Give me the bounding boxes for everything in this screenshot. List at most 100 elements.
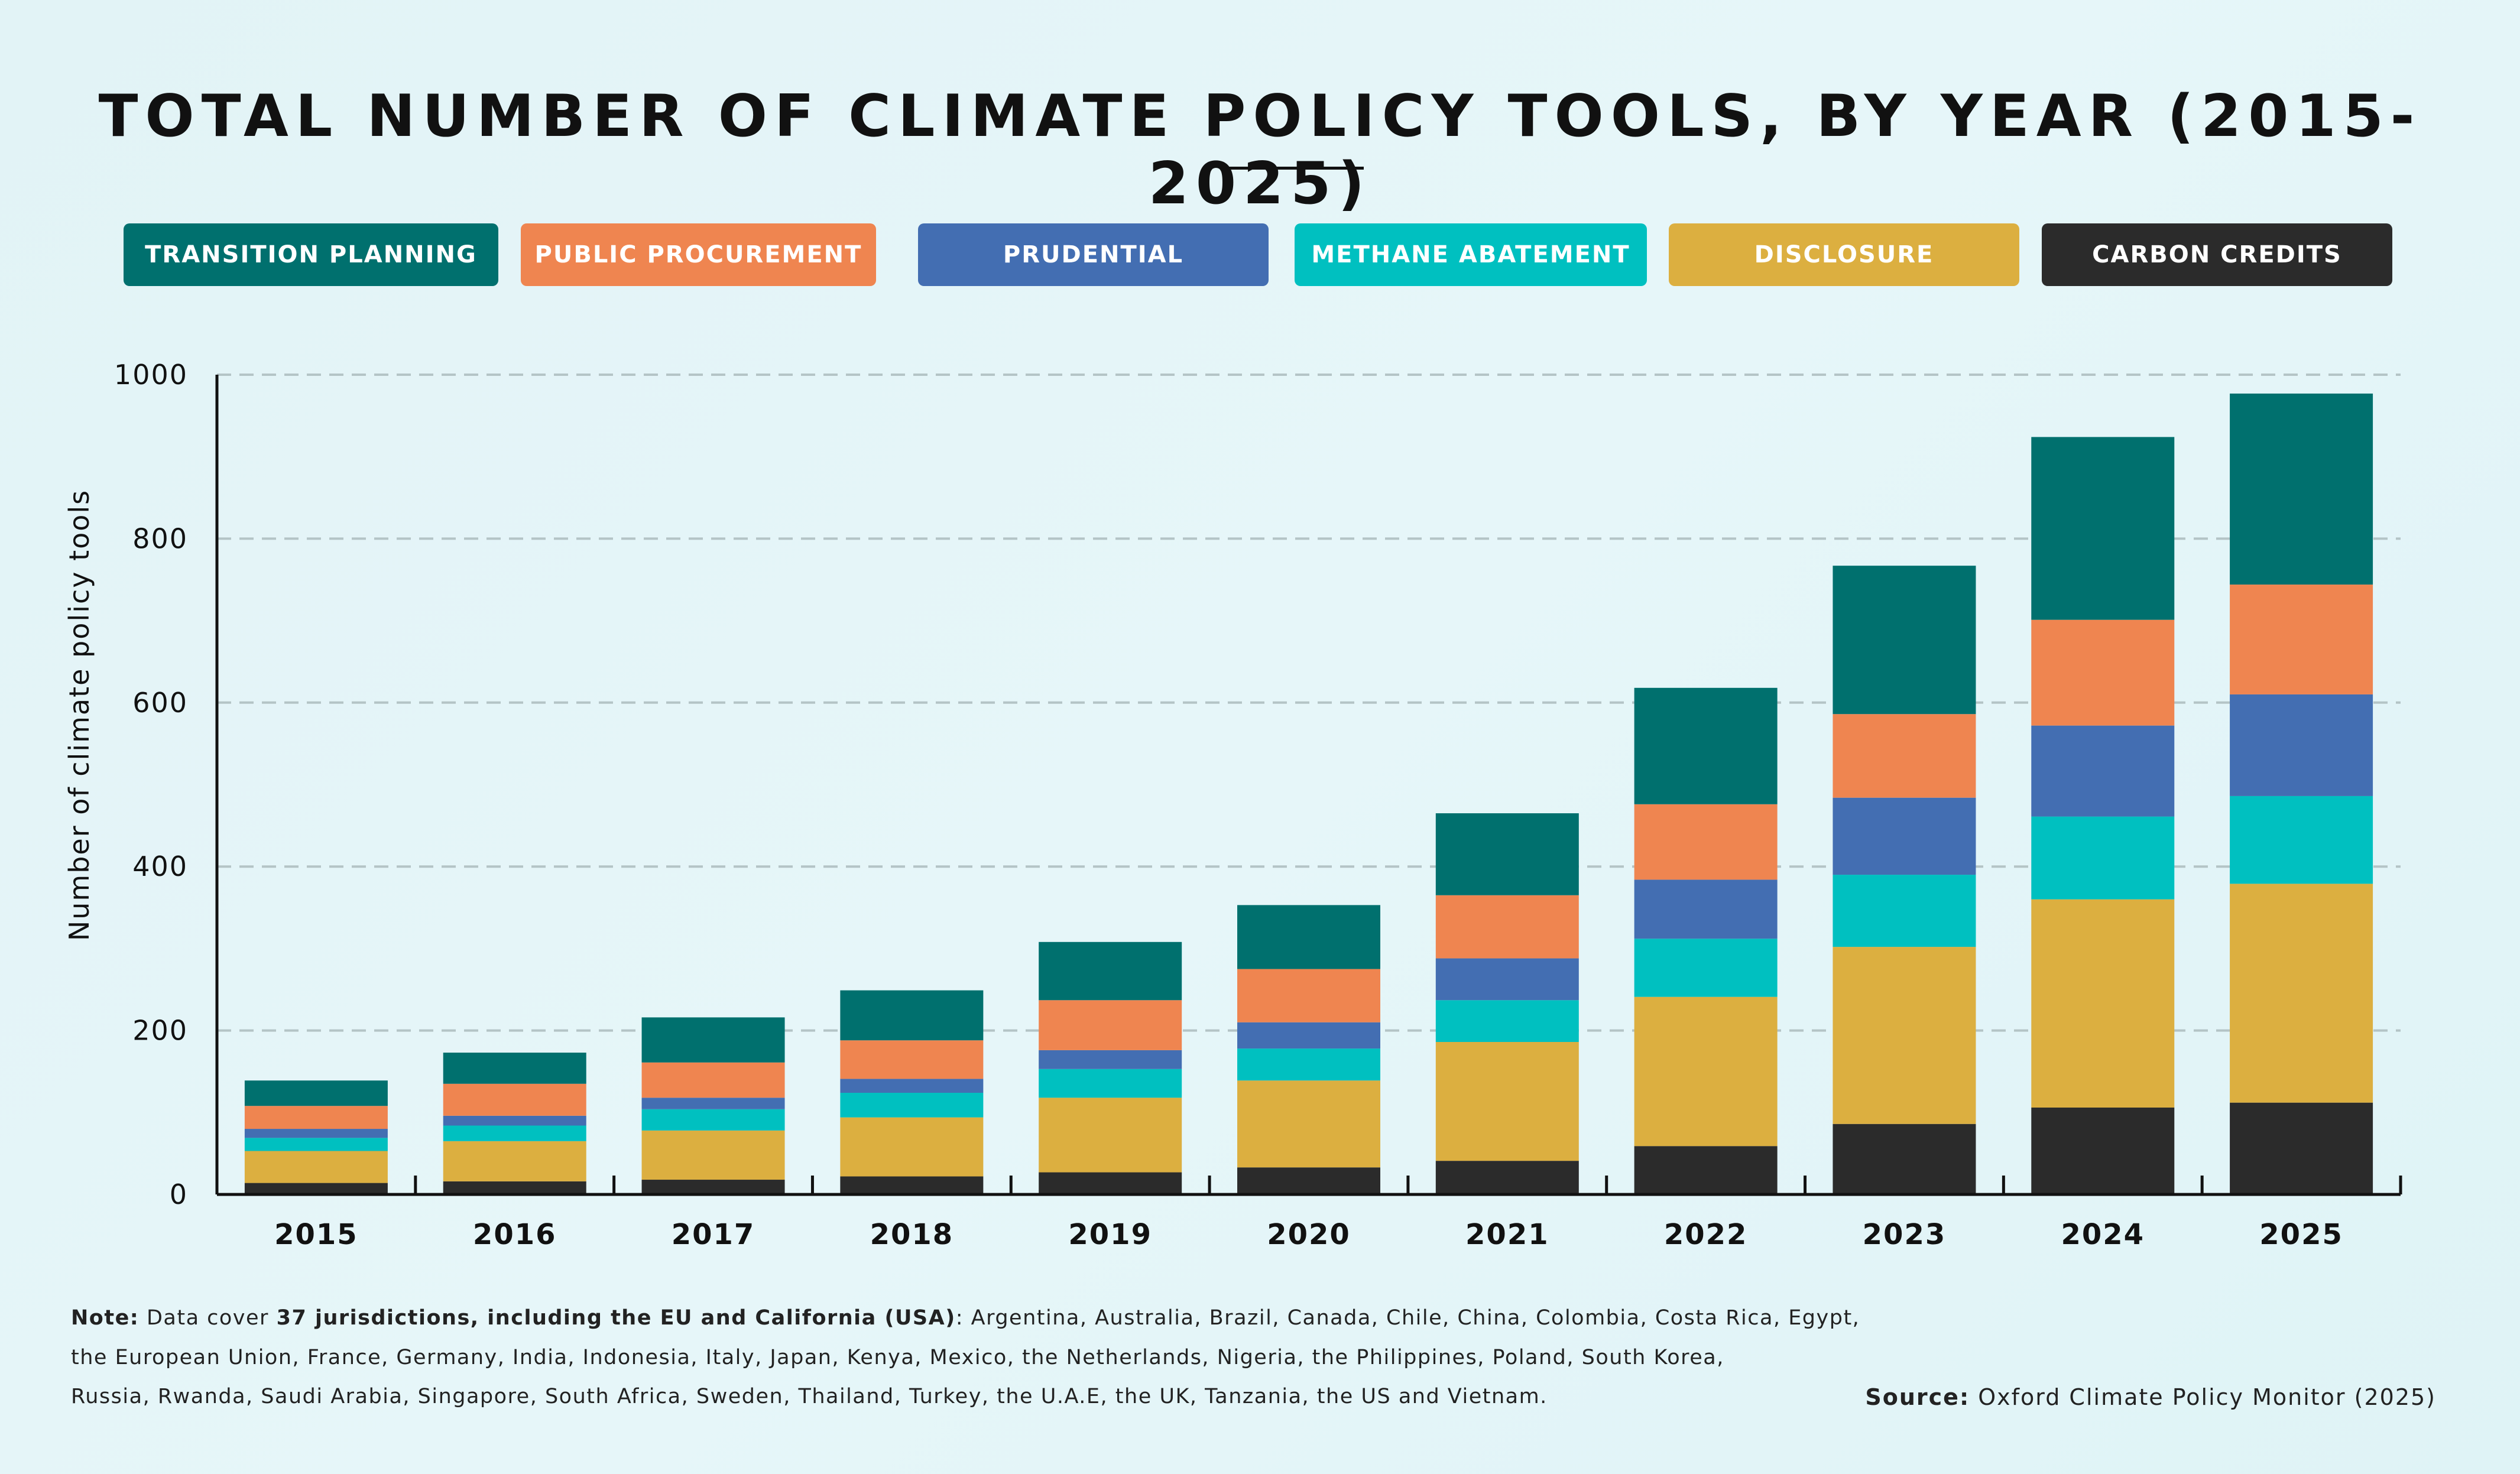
bar-segment-public-procurement-2015 <box>244 1106 388 1129</box>
bar-segment-methane-abatement-2016 <box>443 1125 586 1141</box>
bar-segment-transition-planning-2023 <box>1833 566 1976 715</box>
bar-segment-prudential-2016 <box>443 1115 586 1126</box>
legend-item-carbon-credits: CARBON CREDITS <box>2042 223 2392 286</box>
x-tick-label: 2015 <box>274 1218 358 1251</box>
bar-segment-transition-planning-2021 <box>1435 813 1579 895</box>
bar-segment-prudential-2018 <box>840 1079 984 1093</box>
legend-item-public-procurement: PUBLIC PROCUREMENT <box>521 223 876 286</box>
bar-segment-transition-planning-2019 <box>1039 941 1182 1001</box>
note-label: Note: <box>71 1306 140 1330</box>
x-tick-label: 2020 <box>1267 1218 1351 1251</box>
bar-segment-public-procurement-2020 <box>1237 969 1380 1022</box>
bar-segment-disclosure-2016 <box>443 1141 586 1181</box>
bar-segment-prudential-2022 <box>1634 879 1778 939</box>
bar-segment-disclosure-2018 <box>840 1117 984 1177</box>
bar-segment-methane-abatement-2025 <box>2230 796 2373 884</box>
bar-segment-methane-abatement-2021 <box>1435 1000 1579 1043</box>
bar-segment-methane-abatement-2018 <box>840 1093 984 1118</box>
y-axis-label: Number of climate policy tools <box>63 489 95 941</box>
note-line-1: Note: Data cover 37 jurisdictions, inclu… <box>71 1306 1860 1330</box>
y-tick-label: 600 <box>132 687 188 719</box>
x-tick-label: 2025 <box>2259 1218 2343 1251</box>
bar-segment-carbon-credits-2016 <box>443 1181 586 1194</box>
y-tick-label: 200 <box>132 1015 188 1047</box>
bar-segment-prudential-2015 <box>244 1129 388 1138</box>
x-tick-label: 2019 <box>1068 1218 1152 1251</box>
bar-segment-disclosure-2019 <box>1039 1098 1182 1173</box>
bar-segment-carbon-credits-2020 <box>1237 1167 1380 1194</box>
note-line-3: Russia, Rwanda, Saudi Arabia, Singapore,… <box>71 1385 1548 1408</box>
bar-segment-public-procurement-2024 <box>2031 619 2175 726</box>
bar-segment-transition-planning-2015 <box>244 1080 388 1106</box>
bar-segment-transition-planning-2024 <box>2031 437 2175 620</box>
bar-segment-public-procurement-2022 <box>1634 804 1778 880</box>
note-bold: 37 jurisdictions, including the EU and C… <box>276 1306 956 1330</box>
bar-segment-prudential-2020 <box>1237 1022 1380 1049</box>
bar-segment-methane-abatement-2024 <box>2031 816 2175 900</box>
bar-segment-transition-planning-2017 <box>641 1017 785 1063</box>
bar-segment-prudential-2021 <box>1435 958 1579 1001</box>
bar-segment-carbon-credits-2025 <box>2230 1102 2373 1194</box>
bars <box>244 393 2373 1194</box>
bar-segment-disclosure-2023 <box>1833 947 1976 1124</box>
bar-segment-prudential-2019 <box>1039 1050 1182 1069</box>
y-tick-label: 400 <box>132 850 188 882</box>
bar-segment-carbon-credits-2019 <box>1039 1172 1182 1194</box>
x-tick-label: 2021 <box>1465 1218 1549 1251</box>
bar-segment-prudential-2023 <box>1833 797 1976 875</box>
chart-title: TOTAL NUMBER OF CLIMATE POLICY TOOLS, BY… <box>98 83 2422 217</box>
title-underline <box>1227 167 1364 170</box>
bar-segment-public-procurement-2017 <box>641 1062 785 1098</box>
x-tick-label: 2023 <box>1863 1218 1947 1251</box>
x-tick-label: 2017 <box>672 1218 755 1251</box>
note-line-2: the European Union, France, Germany, Ind… <box>71 1346 1724 1369</box>
bar-segment-public-procurement-2016 <box>443 1083 586 1116</box>
bar-segment-methane-abatement-2023 <box>1833 875 1976 947</box>
source: Source: Oxford Climate Policy Monitor (2… <box>1865 1384 2436 1410</box>
y-tick-label: 800 <box>132 522 188 554</box>
bar-segment-disclosure-2024 <box>2031 899 2175 1108</box>
legend-item-methane-abatement: METHANE ABATEMENT <box>1295 223 1647 286</box>
legend-item-prudential: PRUDENTIAL <box>918 223 1269 286</box>
bar-segment-disclosure-2022 <box>1634 996 1778 1147</box>
bar-segment-carbon-credits-2021 <box>1435 1161 1579 1194</box>
bar-segment-carbon-credits-2017 <box>641 1180 785 1194</box>
x-tick-label: 2024 <box>2061 1218 2145 1251</box>
bar-segment-carbon-credits-2018 <box>840 1176 984 1194</box>
bar-segment-public-procurement-2021 <box>1435 895 1579 959</box>
bar-segment-disclosure-2021 <box>1435 1042 1579 1161</box>
bar-segment-transition-planning-2025 <box>2230 393 2373 585</box>
bar-segment-prudential-2024 <box>2031 725 2175 817</box>
note-text-1: : Argentina, Australia, Brazil, Canada, … <box>955 1306 1860 1330</box>
bar-segment-prudential-2017 <box>641 1098 785 1109</box>
bar-segment-prudential-2025 <box>2230 694 2373 796</box>
bar-segment-transition-planning-2020 <box>1237 905 1380 969</box>
bar-segment-methane-abatement-2020 <box>1237 1048 1380 1081</box>
x-tick-label: 2016 <box>473 1218 557 1251</box>
bar-segment-disclosure-2020 <box>1237 1080 1380 1168</box>
bar-segment-disclosure-2025 <box>2230 884 2373 1103</box>
bar-segment-disclosure-2015 <box>244 1151 388 1183</box>
x-tick-label: 2022 <box>1664 1218 1748 1251</box>
source-text: Oxford Climate Policy Monitor (2025) <box>1978 1384 2436 1410</box>
bar-segment-methane-abatement-2017 <box>641 1109 785 1131</box>
bar-segment-public-procurement-2025 <box>2230 585 2373 694</box>
axes: 0 200 400 600 800 1000 2015 2016 2017 2018 2019 202… <box>114 359 2402 1251</box>
legend-item-disclosure: DISCLOSURE <box>1669 223 2019 286</box>
y-tick-label: 0 <box>170 1178 188 1210</box>
bar-segment-transition-planning-2016 <box>443 1053 586 1084</box>
bar-segment-carbon-credits-2022 <box>1634 1146 1778 1194</box>
legend-item-transition-planning: TRANSITION PLANNING <box>124 223 498 286</box>
bar-segment-public-procurement-2019 <box>1039 1000 1182 1050</box>
source-label: Source: <box>1865 1384 1970 1410</box>
bar-segment-disclosure-2017 <box>641 1130 785 1180</box>
bar-segment-transition-planning-2018 <box>840 990 984 1041</box>
bar-segment-methane-abatement-2015 <box>244 1138 388 1151</box>
bar-segment-transition-planning-2022 <box>1634 687 1778 804</box>
bar-segment-carbon-credits-2023 <box>1833 1124 1976 1194</box>
bar-segment-carbon-credits-2024 <box>2031 1107 2175 1194</box>
bar-segment-carbon-credits-2015 <box>244 1183 388 1194</box>
bar-segment-methane-abatement-2019 <box>1039 1069 1182 1098</box>
bar-segment-public-procurement-2023 <box>1833 714 1976 798</box>
